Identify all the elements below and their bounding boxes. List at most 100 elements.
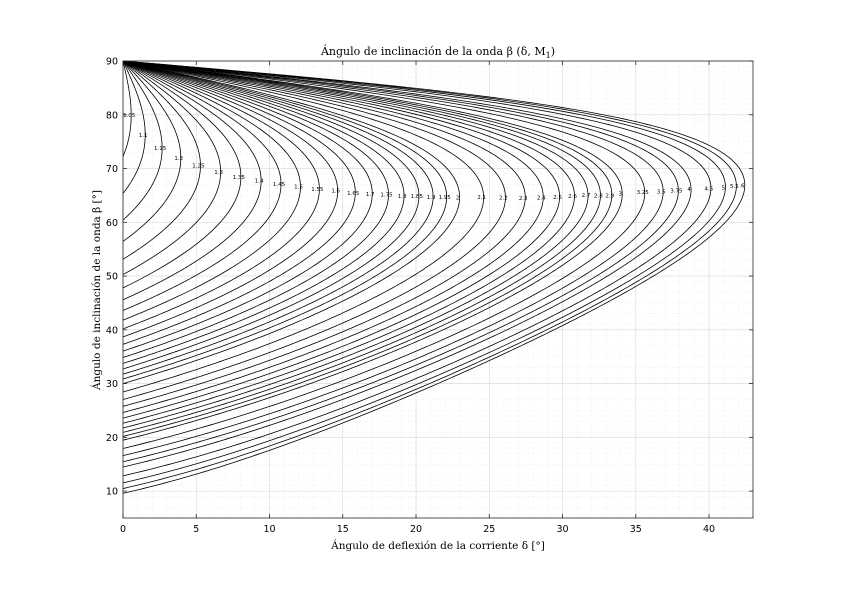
x-tick-label: 5 bbox=[193, 524, 199, 535]
series-curve-mach-1.95 bbox=[122, 60, 448, 380]
mach-label: 1.5 bbox=[294, 185, 303, 191]
mach-label: 1.45 bbox=[273, 182, 286, 188]
series-curve-mach-1.35 bbox=[122, 60, 242, 289]
x-tick-label: 30 bbox=[556, 524, 568, 535]
y-tick-label: 30 bbox=[106, 379, 118, 390]
mach-label: 4 bbox=[687, 187, 691, 193]
y-tick-label: 60 bbox=[106, 218, 118, 229]
mach-label: 2.2 bbox=[499, 196, 508, 202]
mach-label: 2.8 bbox=[594, 193, 603, 199]
series-curve-mach-4.5 bbox=[122, 60, 712, 477]
series-curve-mach-1.4 bbox=[122, 60, 262, 301]
series-curve-mach-3.5 bbox=[122, 60, 664, 457]
mach-label: 1.9 bbox=[427, 195, 436, 201]
mach-labels: 1.05 1.1 1.15 1.2 1.25 1.3 1.35 1.4 1.45 1.5 1.55 1… bbox=[123, 113, 745, 202]
series-curve-mach-1.6 bbox=[122, 60, 339, 338]
series-curve-mach-1.65 bbox=[122, 60, 356, 345]
mach-label: 1.6 bbox=[331, 189, 340, 195]
mach-label: 1.95 bbox=[439, 195, 452, 201]
x-tick-label: 10 bbox=[263, 524, 275, 535]
series-curve-mach-2.6 bbox=[122, 60, 575, 424]
series-curve-mach-1.8 bbox=[122, 60, 405, 364]
mach-label: 1.7 bbox=[366, 192, 375, 198]
series-curve-mach-1.1 bbox=[122, 60, 146, 194]
chart-title-end: ) bbox=[551, 45, 555, 58]
series-curve-mach-1.5 bbox=[122, 60, 301, 321]
mach-label: 2.6 bbox=[568, 194, 577, 200]
chart-title-main: Ángulo de inclinación de la onda β (δ, M bbox=[320, 44, 546, 58]
mach-label: 1.35 bbox=[233, 175, 246, 181]
series-curve-mach-2.3 bbox=[122, 60, 526, 407]
series-curve-mach-2.7 bbox=[122, 60, 589, 429]
mach-label: 1.2 bbox=[174, 156, 183, 162]
y-tick-label: 80 bbox=[106, 110, 118, 121]
series-curve-mach-1.9 bbox=[122, 60, 434, 375]
mach-label: 1.05 bbox=[123, 113, 136, 119]
x-tick-label: 35 bbox=[630, 524, 642, 535]
series-curve-mach-2.4 bbox=[122, 60, 544, 413]
series-curve-mach-1.7 bbox=[122, 60, 373, 352]
series-curve-mach-1.05 bbox=[122, 60, 132, 157]
series-curve-mach-1.85 bbox=[122, 60, 420, 370]
series-curve-mach-1.15 bbox=[122, 60, 163, 221]
series-curve-mach-1.3 bbox=[122, 60, 222, 275]
mach-label: 1.15 bbox=[154, 146, 167, 152]
series-curve-mach-1.75 bbox=[122, 60, 389, 358]
y-tick-label: 40 bbox=[106, 325, 118, 336]
mach-label: 2.7 bbox=[582, 193, 591, 199]
plot-frame bbox=[122, 60, 754, 519]
x-tick-label: 25 bbox=[483, 524, 495, 535]
series-curve-mach-5 bbox=[122, 60, 726, 484]
mach-label: 2.3 bbox=[519, 196, 528, 202]
series-curve-mach-2.5 bbox=[122, 60, 560, 419]
mach-label: 5 bbox=[722, 186, 726, 192]
y-tick-label: 90 bbox=[106, 57, 118, 68]
series-curve-mach-1.45 bbox=[122, 60, 282, 311]
series-curve-mach-6 bbox=[122, 60, 746, 494]
mach-label: 4.5 bbox=[705, 187, 714, 193]
mach-label: 1.25 bbox=[192, 164, 205, 170]
y-tick-label: 10 bbox=[106, 487, 118, 498]
mach-label: 3.5 bbox=[657, 190, 666, 196]
mach-label: 1.4 bbox=[255, 178, 264, 184]
mach-label: 2.1 bbox=[477, 195, 486, 201]
y-tick-label: 70 bbox=[106, 164, 118, 175]
series-curve-mach-3 bbox=[122, 60, 623, 441]
series-curve-mach-5.5 bbox=[122, 60, 737, 489]
mach-label: 1.3 bbox=[214, 170, 223, 176]
series-curve-mach-2.8 bbox=[122, 60, 601, 433]
mach-label: 3.25 bbox=[637, 190, 650, 196]
series-curve-mach-4 bbox=[122, 60, 692, 468]
series-curve-mach-3.75 bbox=[122, 60, 679, 463]
mach-label: 1.65 bbox=[347, 191, 360, 197]
series-curve-mach-2.2 bbox=[122, 60, 506, 400]
x-tick-label: 15 bbox=[337, 524, 349, 535]
series-curve-mach-1.55 bbox=[122, 60, 320, 330]
chart-title-subscript: 1 bbox=[546, 51, 551, 60]
series-curve-mach-2.9 bbox=[122, 60, 613, 437]
x-axis-label: Ángulo de deflexión de la corriente δ [°… bbox=[330, 538, 545, 552]
y-tick-label: 20 bbox=[106, 433, 118, 444]
mach-label: 2.4 bbox=[537, 196, 546, 202]
axis-ticks bbox=[122, 60, 753, 518]
series-curve-mach-1.25 bbox=[122, 60, 201, 260]
x-tick-labels: 0 5 10 15 20 25 30 35 40 bbox=[120, 524, 715, 535]
mach-label: 1.75 bbox=[380, 192, 393, 198]
curves bbox=[122, 60, 746, 494]
mach-label: 3 bbox=[618, 192, 622, 198]
x-tick-label: 20 bbox=[410, 524, 422, 535]
mach-label: 6 bbox=[741, 184, 745, 190]
x-tick-label: 0 bbox=[120, 524, 126, 535]
chart-title: Ángulo de inclinación de la onda β (δ, M… bbox=[320, 44, 555, 60]
mach-label: 2 bbox=[456, 196, 460, 202]
y-tick-labels: 10 20 30 40 50 60 70 80 90 bbox=[106, 57, 118, 498]
series-curve-mach-2 bbox=[122, 60, 460, 384]
mach-label: 1.55 bbox=[311, 187, 324, 193]
series-curve-mach-2.1 bbox=[122, 60, 485, 393]
mach-label: 1.85 bbox=[411, 194, 424, 200]
mach-label: 1.1 bbox=[139, 133, 148, 139]
mach-label: 2.5 bbox=[553, 195, 562, 201]
series-curve-mach-1.2 bbox=[122, 60, 182, 242]
mach-label: 5.5 bbox=[730, 184, 739, 190]
